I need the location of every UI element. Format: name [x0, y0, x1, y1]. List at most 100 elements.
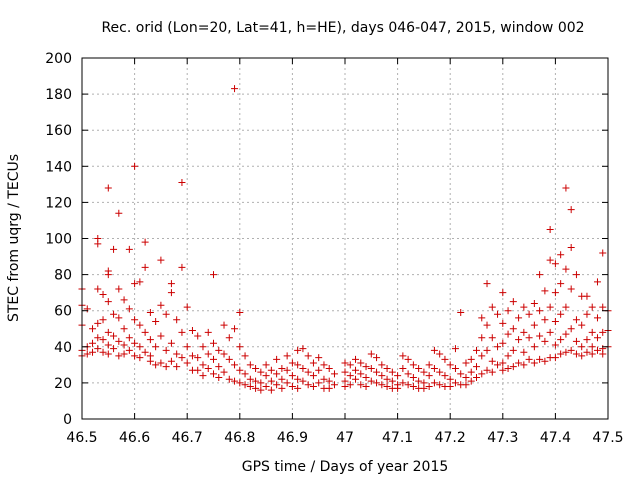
data-point: [483, 346, 491, 354]
data-point: [225, 375, 233, 383]
data-point: [357, 359, 365, 367]
data-point: [94, 240, 102, 248]
data-point: [220, 350, 228, 358]
data-point: [567, 325, 575, 333]
data-point: [110, 345, 118, 353]
data-point: [567, 285, 575, 293]
data-point: [252, 364, 260, 372]
data-point: [125, 346, 133, 354]
data-point: [367, 364, 375, 372]
data-point: [504, 307, 512, 315]
data-point: [167, 339, 175, 347]
data-point: [588, 343, 596, 351]
data-point: [536, 271, 544, 279]
data-point: [167, 280, 175, 288]
data-point: [430, 364, 438, 372]
data-point: [572, 316, 580, 324]
data-point: [430, 379, 438, 387]
data-point: [430, 346, 438, 354]
data-point: [315, 379, 323, 387]
data-point: [425, 372, 433, 380]
data-point: [357, 370, 365, 378]
data-point: [115, 209, 123, 217]
data-point: [425, 361, 433, 369]
data-point: [278, 364, 286, 372]
data-point: [110, 310, 118, 318]
data-point: [551, 341, 559, 349]
data-point: [131, 162, 139, 170]
data-point: [488, 303, 496, 311]
data-point: [83, 350, 91, 358]
y-tick-label: 40: [54, 340, 72, 356]
data-point: [325, 377, 333, 385]
data-point: [204, 328, 212, 336]
y-tick-label: 140: [45, 159, 72, 175]
data-point: [141, 263, 149, 271]
data-point: [115, 285, 123, 293]
data-point: [520, 361, 528, 369]
data-point: [278, 384, 286, 392]
data-point: [483, 280, 491, 288]
data-point: [194, 354, 202, 362]
data-point: [178, 179, 186, 187]
x-tick-label: 46.6: [119, 430, 150, 446]
y-tick-label: 80: [54, 268, 72, 284]
data-point: [304, 381, 312, 389]
data-point: [89, 325, 97, 333]
data-point: [367, 377, 375, 385]
data-point: [183, 343, 191, 351]
x-tick-label: 47.2: [435, 430, 466, 446]
data-point: [104, 298, 112, 306]
data-point: [341, 359, 349, 367]
data-point: [515, 314, 523, 322]
data-point: [262, 372, 270, 380]
data-point: [373, 354, 381, 362]
data-point: [499, 319, 507, 327]
data-point: [525, 355, 533, 363]
data-point: [215, 363, 223, 371]
data-point: [388, 368, 396, 376]
data-point: [478, 352, 486, 360]
data-point: [394, 384, 402, 392]
data-point: [593, 314, 601, 322]
data-point: [141, 238, 149, 246]
data-point: [551, 289, 559, 297]
data-point: [551, 354, 559, 362]
data-point: [541, 316, 549, 324]
data-point: [299, 364, 307, 372]
data-point: [583, 336, 591, 344]
data-point: [462, 373, 470, 381]
data-point: [557, 280, 565, 288]
data-point: [278, 375, 286, 383]
data-point: [294, 361, 302, 369]
data-point: [273, 381, 281, 389]
data-point: [194, 332, 202, 340]
data-point: [89, 339, 97, 347]
data-point: [294, 375, 302, 383]
data-point: [104, 271, 112, 279]
data-point: [89, 348, 97, 356]
data-point: [346, 372, 354, 380]
data-point: [394, 372, 402, 380]
data-point: [473, 373, 480, 381]
x-tick-label: 46.7: [172, 430, 203, 446]
data-point: [504, 352, 512, 360]
data-point: [530, 321, 538, 329]
data-point: [252, 377, 260, 385]
data-point: [446, 361, 454, 369]
data-point: [504, 364, 512, 372]
data-point: [267, 377, 275, 385]
data-point: [183, 359, 191, 367]
data-point: [536, 332, 544, 340]
data-point: [199, 361, 207, 369]
data-point: [409, 383, 417, 391]
data-point: [541, 337, 549, 345]
x-tick-label: 47.3: [487, 430, 518, 446]
data-point: [110, 245, 118, 253]
data-point: [294, 346, 302, 354]
data-point: [210, 355, 217, 363]
x-tick-label: 47.5: [592, 430, 623, 446]
data-point: [231, 361, 239, 369]
data-point: [162, 310, 170, 318]
